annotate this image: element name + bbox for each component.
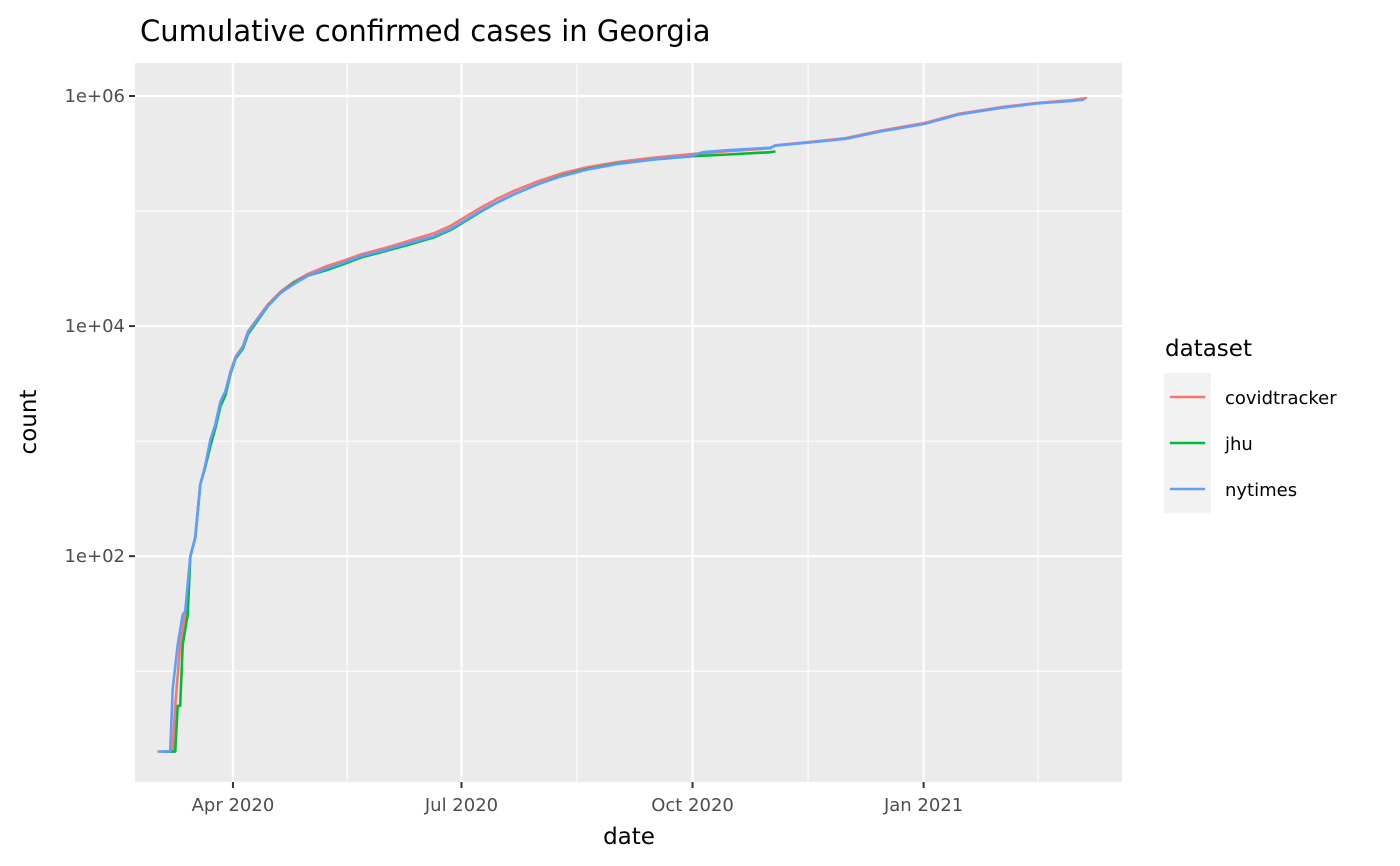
y-tick-label: 1e+06 [64, 86, 125, 107]
x-tick-label: Oct 2020 [651, 795, 734, 816]
series-line-nytimes [157, 98, 1085, 753]
legend-items: covidtracker jhu nytimes [1170, 388, 1337, 501]
y-tick-label: 1e+04 [64, 316, 125, 337]
x-tick-label: Jul 2020 [424, 795, 498, 816]
legend-label-nytimes: nytimes [1225, 480, 1297, 501]
x-tick-label: Jan 2021 [883, 795, 963, 816]
legend-label-jhu: jhu [1224, 434, 1253, 455]
y-tick-label: 1e+02 [64, 546, 125, 567]
axis-layer: Apr 2020 Jul 2020 Oct 2020 Jan 2021 1e+02 1e+… [64, 86, 963, 816]
y-axis-title: count [16, 390, 42, 455]
legend-label-covidtracker: covidtracker [1225, 388, 1337, 409]
grid-layer [135, 63, 1122, 782]
legend-title: dataset [1165, 336, 1252, 362]
x-axis-title: date [603, 824, 655, 850]
series-layer [157, 96, 1087, 753]
plot-panel [135, 63, 1122, 782]
x-tick-label: Apr 2020 [192, 795, 275, 816]
legend: dataset covidtracker jhu nytimes [1164, 336, 1337, 513]
chart-title: Cumulative confirmed cases in Georgia [140, 14, 711, 48]
